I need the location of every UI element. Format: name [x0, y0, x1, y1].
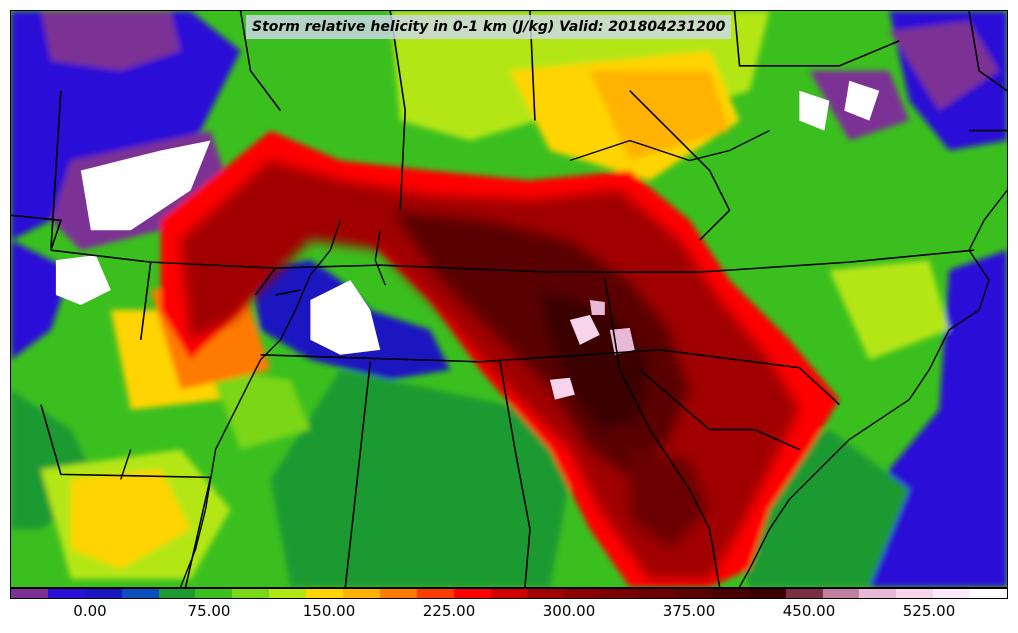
state-boundaries — [11, 11, 1007, 587]
map-title: Storm relative helicity in 0-1 km (J/kg)… — [246, 15, 732, 39]
colorbar-segment — [711, 589, 749, 598]
field-missing-arkansas — [310, 280, 381, 355]
colorbar-segment — [343, 589, 380, 598]
colorbar-segment — [195, 589, 233, 598]
colorbar-segment — [306, 589, 344, 598]
colorbar-segment — [490, 589, 528, 598]
colorbar-segment — [896, 589, 934, 598]
map-panel — [10, 10, 1008, 588]
colorbar-tick-label: 150.00 — [302, 602, 356, 620]
colorbar-segment — [748, 589, 786, 598]
rivers-coastline — [120, 129, 1007, 587]
colorbar-tick-label: 225.00 — [422, 602, 476, 620]
colorbar-segment — [601, 589, 639, 598]
colorbar-segment — [970, 589, 1008, 598]
colorbar-segment — [232, 589, 270, 598]
field-peak-patch — [569, 314, 600, 345]
colorbar-segment — [379, 589, 417, 598]
field-missing-west — [80, 140, 211, 231]
colorbar-segment — [527, 589, 565, 598]
colorbar-tick-label: 300.00 — [542, 602, 596, 620]
colorbar-segment — [933, 589, 971, 598]
field-green-gulf — [270, 369, 570, 587]
colorbar-tick-label: 375.00 — [662, 602, 716, 620]
colorbar-segment — [11, 589, 48, 598]
colorbar-segment — [158, 589, 196, 598]
colorbar — [10, 588, 1008, 599]
colorbar-segment — [859, 589, 897, 598]
colorbar-tick-label: 525.00 — [902, 602, 956, 620]
field-low-atlantic — [869, 250, 1007, 587]
helicity-contour-map — [11, 11, 1007, 587]
colorbar-segment — [453, 589, 491, 598]
colorbar-segment — [269, 589, 307, 598]
colorbar-tick-label: 75.00 — [187, 602, 231, 620]
colorbar-tick-label: 450.00 — [782, 602, 836, 620]
colorbar-segment — [564, 589, 602, 598]
colorbar-segment — [638, 589, 676, 598]
colorbar-segment — [47, 589, 85, 598]
colorbar-tick-label: 0.00 — [73, 602, 107, 620]
colorbar-segment — [785, 589, 823, 598]
colorbar-segment — [416, 589, 454, 598]
colorbar-segment — [822, 589, 860, 598]
colorbar-segment — [84, 589, 122, 598]
colorbar-segment — [675, 589, 712, 598]
colorbar-segment — [121, 589, 159, 598]
